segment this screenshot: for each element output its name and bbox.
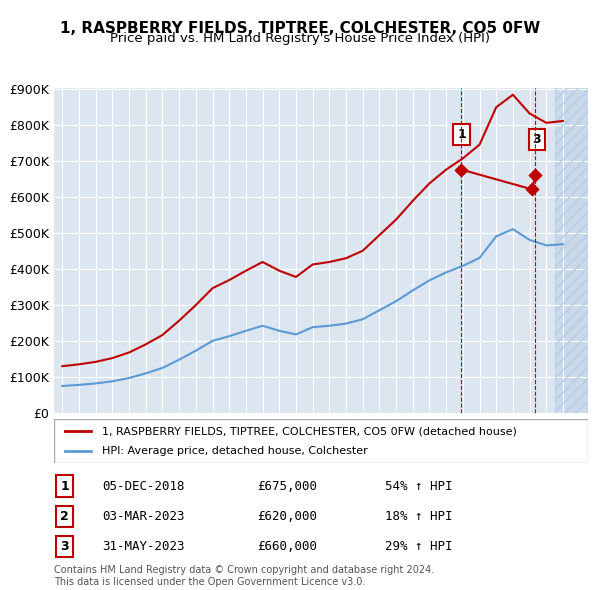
Text: 3: 3 [61,540,69,553]
Text: 54% ↑ HPI: 54% ↑ HPI [385,480,452,493]
Text: 05-DEC-2018: 05-DEC-2018 [102,480,185,493]
Text: £620,000: £620,000 [257,510,317,523]
Text: £660,000: £660,000 [257,540,317,553]
Text: 3: 3 [532,133,541,146]
Bar [554,88,588,413]
FancyBboxPatch shape [54,419,588,463]
Text: Contains HM Land Registry data © Crown copyright and database right 2024.
This d: Contains HM Land Registry data © Crown c… [54,565,434,587]
Text: £675,000: £675,000 [257,480,317,493]
Bar [554,88,588,413]
Text: 29% ↑ HPI: 29% ↑ HPI [385,540,452,553]
Text: 1, RASPBERRY FIELDS, TIPTREE, COLCHESTER, CO5 0FW (detached house): 1, RASPBERRY FIELDS, TIPTREE, COLCHESTER… [102,427,517,436]
Point [530,171,540,180]
Text: 1: 1 [457,128,466,141]
Text: 1, RASPBERRY FIELDS, TIPTREE, COLCHESTER, CO5 0FW: 1, RASPBERRY FIELDS, TIPTREE, COLCHESTER… [60,21,540,35]
Text: 2: 2 [61,510,69,523]
Point [527,185,537,194]
Text: 03-MAR-2023: 03-MAR-2023 [102,510,185,523]
Text: 31-MAY-2023: 31-MAY-2023 [102,540,185,553]
Point [457,165,466,175]
Text: 1: 1 [61,480,69,493]
Text: Price paid vs. HM Land Registry's House Price Index (HPI): Price paid vs. HM Land Registry's House … [110,32,490,45]
Text: HPI: Average price, detached house, Colchester: HPI: Average price, detached house, Colc… [102,446,368,455]
Text: 18% ↑ HPI: 18% ↑ HPI [385,510,452,523]
